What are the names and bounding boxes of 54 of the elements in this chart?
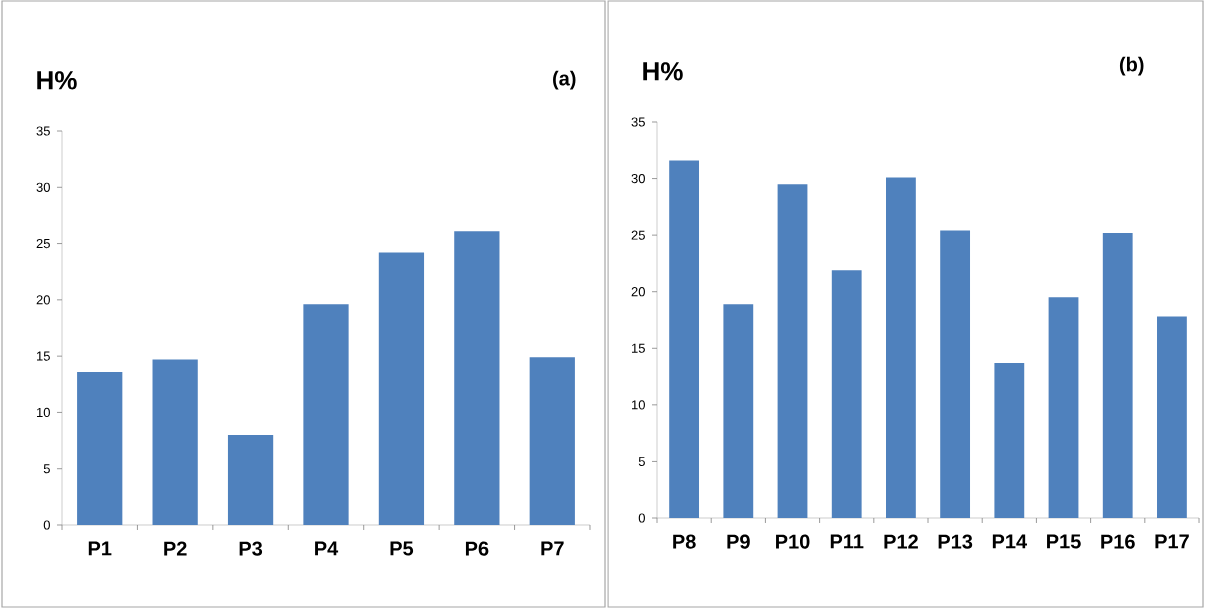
x-tick-label: P5 <box>390 541 414 556</box>
y-tick-label: 25 <box>36 238 50 249</box>
y-tick-label: 20 <box>631 287 645 297</box>
bar <box>529 357 575 525</box>
y-tick-label: 5 <box>638 456 645 466</box>
x-tick-label: P13 <box>938 534 973 549</box>
y-tick-label: 5 <box>43 464 50 474</box>
bar <box>303 304 349 525</box>
y-tick-label: 25 <box>631 230 645 240</box>
y-tick-label: 35 <box>36 126 50 136</box>
chart-title: (b) <box>1119 56 1144 76</box>
bar <box>777 184 808 518</box>
y-tick-label: 0 <box>638 513 645 523</box>
y-axis-title: H% <box>643 62 683 81</box>
x-tick-label: P8 <box>673 534 696 549</box>
x-tick-label: P12 <box>884 534 918 549</box>
x-tick-label: P3 <box>239 541 263 556</box>
chart-title: (a) <box>553 70 576 90</box>
bar <box>1102 232 1133 518</box>
x-tick-label: P9 <box>727 534 750 549</box>
x-tick-label: P2 <box>164 541 187 556</box>
x-tick-label: P6 <box>465 541 489 556</box>
y-tick-label: 10 <box>632 400 645 410</box>
bar <box>378 252 425 525</box>
y-tick-label: 15 <box>37 351 50 361</box>
x-tick-label: P14 <box>992 534 1027 549</box>
x-tick-label: P1 <box>88 541 112 556</box>
x-tick-label: P10 <box>776 534 810 549</box>
bar <box>227 434 274 525</box>
y-tick-label: 20 <box>36 295 50 305</box>
y-tick-label: 30 <box>36 182 50 192</box>
y-tick-label: 30 <box>631 173 645 184</box>
bar <box>831 270 862 518</box>
y-tick-label: 10 <box>37 407 50 418</box>
y-tick-label: 15 <box>632 343 645 353</box>
y-axis-title: H% <box>37 71 77 90</box>
bar <box>152 359 198 525</box>
bar <box>1048 297 1079 518</box>
bar <box>454 231 500 525</box>
bar <box>886 177 916 518</box>
bar <box>77 371 123 525</box>
bar <box>940 230 971 518</box>
bar <box>723 304 754 518</box>
bar <box>669 160 700 518</box>
x-tick-label: P7 <box>541 541 564 556</box>
y-tick-label: 35 <box>631 117 645 127</box>
x-tick-label: P16 <box>1101 534 1135 549</box>
x-tick-label: P15 <box>1047 534 1081 549</box>
y-tick-label: 0 <box>43 520 50 530</box>
x-tick-label: P4 <box>315 541 339 556</box>
bar <box>1157 316 1187 518</box>
x-tick-label: P11 <box>830 534 864 549</box>
x-tick-label: P17 <box>1155 534 1189 549</box>
bar <box>994 362 1025 518</box>
